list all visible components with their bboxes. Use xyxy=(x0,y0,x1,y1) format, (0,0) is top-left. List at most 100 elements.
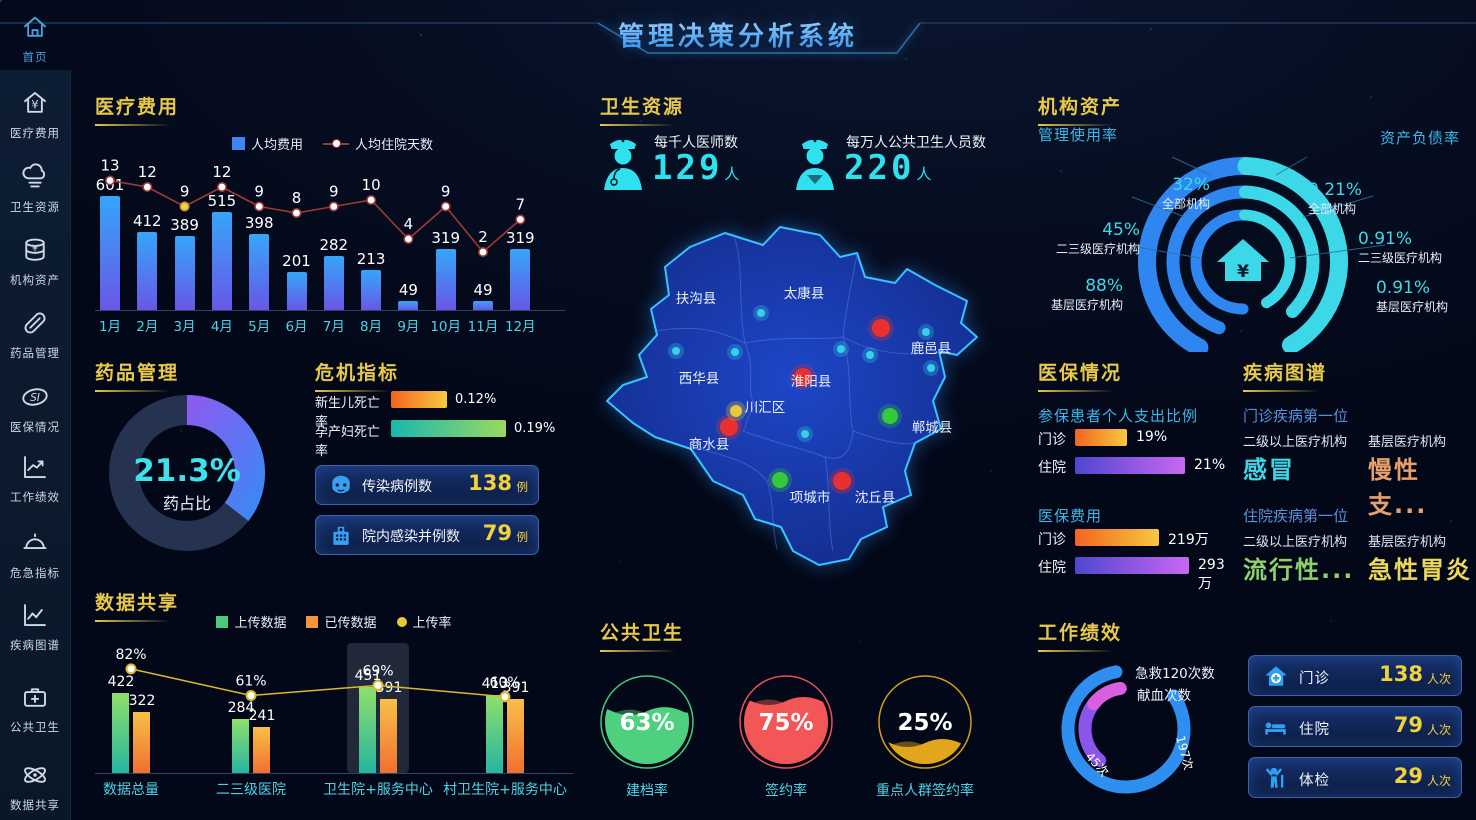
line-value: 9 xyxy=(180,183,190,201)
upload-bar xyxy=(486,694,503,773)
disease-org: 基层医疗机构 xyxy=(1368,535,1447,550)
callout-label: 基层医疗机构 xyxy=(1050,298,1123,312)
line-value: 12 xyxy=(212,163,231,181)
crisis-indicators: 新生儿死亡率 0.12% 孕产妇死亡率 0.19% 传染病例数 138 例院内感染并例数 79… xyxy=(315,358,565,568)
line-value: 8 xyxy=(292,189,302,207)
medical-cost-chart: 6011月4122月3893月5154月3985月2016月2827月2138月… xyxy=(95,135,570,335)
performance-card-label: 住院 xyxy=(1299,722,1330,738)
cost-bar xyxy=(249,234,270,310)
sidebar-item-public-health[interactable]: 公共卫生 xyxy=(0,682,70,735)
svg-text:¥: ¥ xyxy=(1237,262,1249,282)
disease-list: 门诊疾病第一位 二级以上医疗机构 感冒 基层医疗机构 慢性支... 住院疾病第一位 二级以上… xyxy=(1243,358,1473,588)
callout-line xyxy=(1124,244,1201,259)
panel-crisis: 危机指标 新生儿死亡率 0.12% 孕产妇死亡率 0.19% 传染病例数 138 例院内感染… xyxy=(315,358,565,568)
sidebar-item-disease-map[interactable]: 疾病图谱 xyxy=(0,600,70,653)
callout-label: 全部机构 xyxy=(1161,197,1210,211)
callout-label: 全部机构 xyxy=(1308,202,1357,216)
sidebar-item-data-share[interactable]: 数据共享 xyxy=(0,760,70,813)
page-title: 管理决策分析系统 xyxy=(0,16,1476,53)
map-marker xyxy=(757,309,765,317)
sidebar-item-insurance[interactable]: SI 医保情况 xyxy=(0,382,70,435)
sidebar-item-medical-cost[interactable]: ¥ 医疗费用 xyxy=(0,88,70,141)
performance-card-value: 79 xyxy=(1393,713,1423,737)
map-region-label: 淮阳县 xyxy=(791,374,832,390)
map-region-label: 西华县 xyxy=(679,371,720,387)
disease-name: 急性胃炎 xyxy=(1368,556,1472,584)
performance-card-unit: 人次 xyxy=(1426,672,1451,686)
cost-bar xyxy=(398,300,419,310)
line-point xyxy=(440,201,451,212)
performance-card-label: 门诊 xyxy=(1299,671,1330,687)
sidebar-item-label: 卫生资源 xyxy=(10,200,60,214)
bar-value: 389 xyxy=(170,216,199,235)
usage-arc xyxy=(1190,209,1249,315)
x-axis-label: 10月 xyxy=(430,319,462,335)
crisis-bar xyxy=(391,420,506,437)
map-marker xyxy=(672,347,680,355)
debt-arc xyxy=(1239,209,1296,309)
stat-label: 每千人医师数 xyxy=(654,135,738,151)
line-value: 10 xyxy=(362,176,381,194)
line-point xyxy=(254,201,265,212)
crisis-bar-label: 新生儿死亡率 xyxy=(315,396,381,430)
transferred-bar xyxy=(380,698,397,773)
medkit-icon xyxy=(20,688,50,716)
x-axis-label: 11月 xyxy=(467,319,499,335)
line-point xyxy=(179,201,190,212)
hospital-icon xyxy=(329,523,353,547)
sidebar-item-critical[interactable]: 危急指标 xyxy=(0,528,70,581)
insurance-bar xyxy=(1075,457,1185,474)
asset-gauge-svg: ¥ xyxy=(1124,156,1386,352)
county-border xyxy=(742,342,756,432)
sidebar-item-home[interactable]: 首页 xyxy=(0,12,70,65)
insurance-value: 21% xyxy=(1194,457,1226,473)
insurance-subtitle: 医保费用 xyxy=(1038,507,1103,525)
sidebar-item-institution-asset[interactable]: ¥ 机构资产 xyxy=(0,235,70,288)
county-border xyxy=(654,327,746,344)
sidebar-nav: 首页 ¥ 医疗费用卫生资源 ¥ 机构资产药品管理 SI 医保情况 工作绩效危急指标疾病图谱公共… xyxy=(0,0,70,820)
sidebar-item-label: 公共卫生 xyxy=(10,720,60,734)
sidebar-item-health-resource[interactable]: 卫生资源 xyxy=(0,162,70,215)
panel-title: 公共卫生 xyxy=(600,618,1030,652)
x-axis-label: 二三级医院 xyxy=(216,782,286,798)
sidebar-item-label: 医保情况 xyxy=(10,420,60,434)
line-point xyxy=(291,208,302,219)
x-axis-label: 4月 xyxy=(210,319,233,335)
donut-legend-label: 急救120次数 xyxy=(1135,666,1215,682)
bar-value: 515 xyxy=(207,192,237,211)
liquid-gauge: 63% xyxy=(600,675,694,769)
transferred-bar xyxy=(133,711,150,773)
crisis-card-label: 传染病例数 xyxy=(362,479,432,495)
checkup-icon xyxy=(1262,765,1288,791)
county-border xyxy=(690,446,778,550)
line-value: 9 xyxy=(441,183,451,201)
capsule-icon xyxy=(20,312,50,342)
panel-title: 医保情况 xyxy=(1038,358,1238,392)
county-border xyxy=(842,336,948,355)
sidebar-item-label: 首页 xyxy=(22,50,48,64)
sidebar-item-label: 药品管理 xyxy=(10,346,60,360)
performance-card-value: 138 xyxy=(1379,662,1423,686)
bar-value: 241 xyxy=(248,708,276,725)
line-point xyxy=(515,214,526,225)
callout-line xyxy=(1131,196,1186,218)
legend-label: 人均住院天数 xyxy=(355,138,434,153)
crisis-card-label: 院内感染并例数 xyxy=(362,529,460,545)
map-marker xyxy=(720,418,738,436)
bed-icon xyxy=(1262,714,1288,740)
x-axis-label: 8月 xyxy=(360,319,383,335)
rate-value: 61% xyxy=(235,674,266,690)
gauge-label: 签约率 xyxy=(765,783,807,799)
line-value: 7 xyxy=(516,196,526,214)
usage-callout: 32% 全部机构 xyxy=(1065,175,1210,212)
insurance-bar xyxy=(1075,529,1159,546)
liquid-gauge: 75% xyxy=(739,675,833,769)
sidebar-item-drug-admin[interactable]: 药品管理 xyxy=(0,308,70,361)
rate-value: 82% xyxy=(115,647,146,663)
map-marker xyxy=(730,405,742,417)
cost-bar xyxy=(510,249,531,310)
sidebar-item-performance[interactable]: 工作绩效 xyxy=(0,452,70,505)
